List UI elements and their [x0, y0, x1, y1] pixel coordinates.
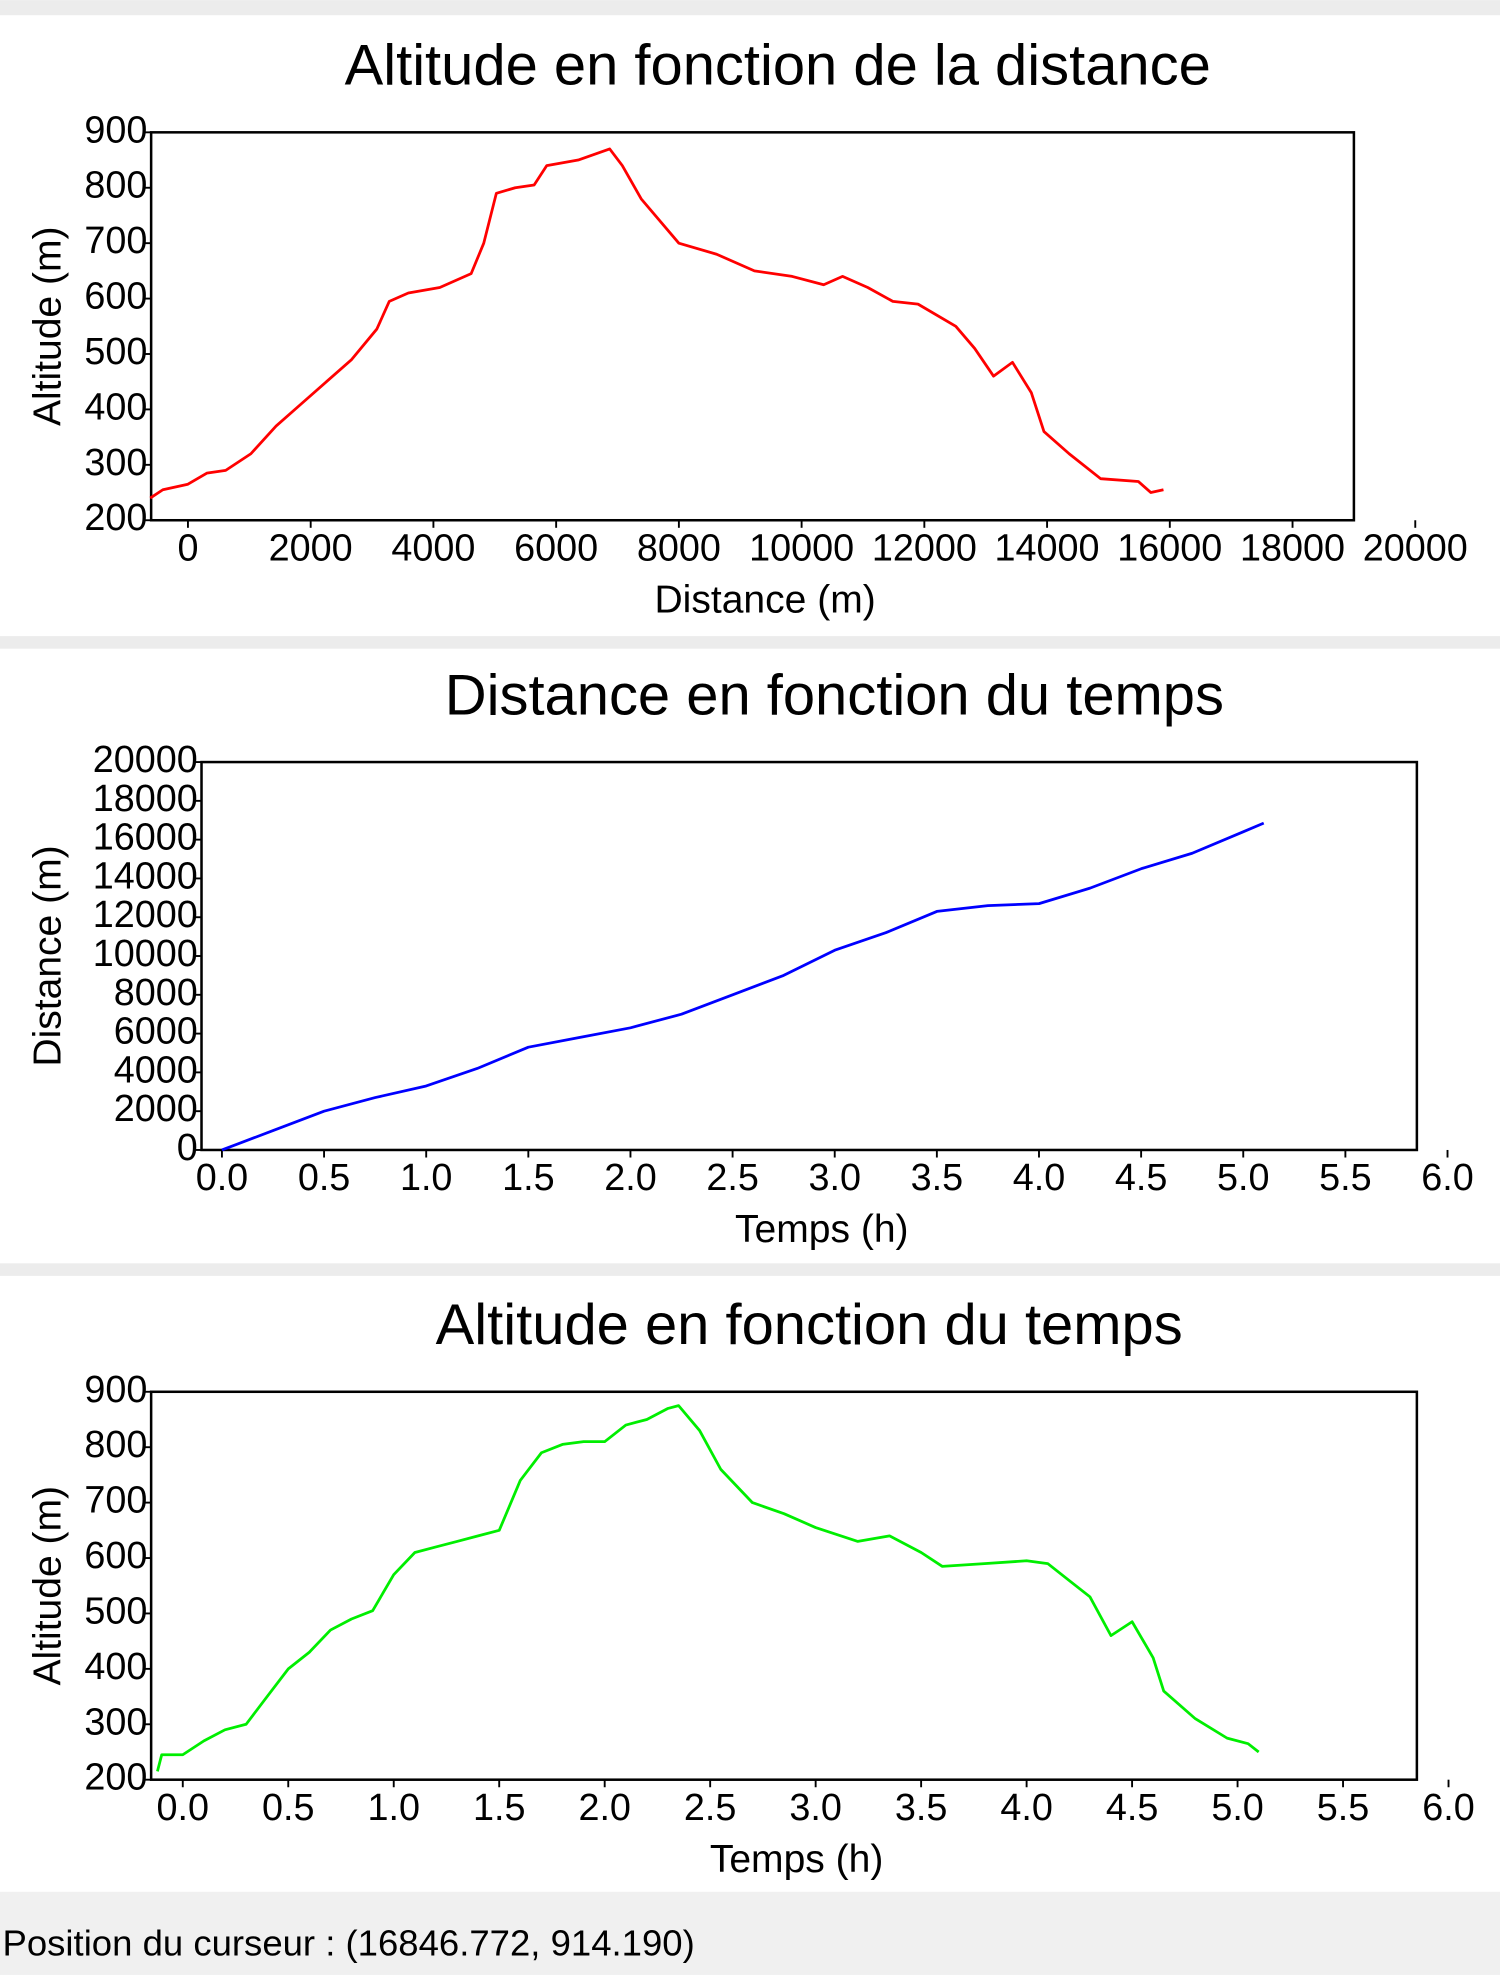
- y-tick-label: 600: [84, 1535, 147, 1577]
- x-tick-label: 3.5: [895, 1787, 947, 1829]
- status-bar: [0, 1891, 1500, 1975]
- y-tick-label: 10000: [93, 933, 198, 975]
- x-axis-label: Temps (h): [710, 1838, 884, 1881]
- y-tick-label: 200: [84, 497, 147, 539]
- plot-frame: [200, 760, 1419, 1152]
- x-tick-label: 4.0: [1013, 1157, 1066, 1199]
- y-tick-label: 8000: [114, 972, 198, 1014]
- y-tick-label: 300: [84, 442, 147, 484]
- chart-title: Altitude en fonction de la distance: [345, 34, 1211, 98]
- x-tick-label: 3.0: [808, 1157, 861, 1199]
- x-tick-label: 4.5: [1106, 1787, 1159, 1829]
- x-tick-label: 1.5: [502, 1157, 555, 1199]
- x-tick-label: 0: [177, 527, 198, 569]
- data-line: [149, 147, 1164, 500]
- x-tick-label: 0.5: [262, 1787, 315, 1829]
- y-tick-label: 400: [84, 1646, 147, 1688]
- x-tick-label: 2.0: [604, 1157, 657, 1199]
- separator: [0, 0, 1500, 16]
- x-tick-label: 3.0: [789, 1787, 842, 1829]
- y-tick-label: 500: [84, 1590, 147, 1632]
- x-tick-label: 1.0: [367, 1787, 420, 1829]
- x-tick-label: 18000: [1240, 527, 1345, 569]
- x-tick-label: 2000: [269, 527, 353, 569]
- chart-title: Altitude en fonction du temps: [436, 1293, 1183, 1357]
- separator: [0, 1263, 1500, 1276]
- y-tick-label: 4000: [114, 1049, 198, 1091]
- x-tick-label: 4.5: [1115, 1157, 1168, 1199]
- status-text: Position du curseur : (16846.772, 914.19…: [3, 1923, 695, 1964]
- x-tick-label: 0.0: [196, 1157, 249, 1199]
- x-tick-label: 5.5: [1319, 1157, 1372, 1199]
- x-tick-label: 20000: [1363, 527, 1468, 569]
- x-tick-label: 5.5: [1317, 1787, 1370, 1829]
- y-tick-label: 2000: [114, 1088, 198, 1130]
- y-tick-label: 600: [84, 276, 147, 318]
- y-tick-label: 800: [84, 1424, 147, 1466]
- y-tick-label: 900: [84, 109, 147, 151]
- y-tick-label: 300: [84, 1701, 147, 1743]
- x-tick-label: 2.5: [684, 1787, 737, 1829]
- y-tick-label: 500: [84, 331, 147, 373]
- y-tick-label: 14000: [93, 855, 198, 897]
- y-tick-label: 700: [84, 220, 147, 262]
- y-tick-label: 700: [84, 1480, 147, 1522]
- y-tick-label: 16000: [93, 817, 198, 859]
- y-tick-label: 900: [84, 1369, 147, 1411]
- y-tick-label: 18000: [93, 778, 198, 820]
- x-tick-label: 3.5: [911, 1157, 964, 1199]
- x-tick-label: 12000: [872, 527, 977, 569]
- y-axis-label: Distance (m): [27, 845, 70, 1066]
- y-tick-label: 400: [84, 386, 147, 428]
- x-tick-label: 6.0: [1421, 1157, 1474, 1199]
- x-tick-label: 1.0: [400, 1157, 453, 1199]
- y-tick-label: 12000: [93, 894, 198, 936]
- data-line: [156, 1404, 1260, 1772]
- x-tick-label: 6.0: [1422, 1787, 1475, 1829]
- x-tick-label: 6000: [514, 527, 598, 569]
- y-tick-label: 800: [84, 165, 147, 207]
- x-tick-label: 8000: [637, 527, 721, 569]
- x-tick-label: 2.5: [706, 1157, 759, 1199]
- x-tick-label: 10000: [749, 527, 854, 569]
- plot-frame: [149, 1390, 1419, 1781]
- x-tick-label: 2.0: [578, 1787, 630, 1829]
- y-axis-label: Altitude (m): [27, 1486, 70, 1686]
- y-tick-label: 6000: [114, 1011, 198, 1053]
- y-tick-label: 200: [84, 1757, 147, 1799]
- chart-title: Distance en fonction du temps: [445, 663, 1224, 727]
- x-tick-label: 0.5: [298, 1157, 351, 1199]
- x-tick-label: 5.0: [1217, 1157, 1270, 1199]
- x-tick-label: 16000: [1117, 527, 1222, 569]
- x-tick-label: 0.0: [157, 1787, 209, 1829]
- plot-frame: [149, 131, 1356, 522]
- y-tick-label: 0: [177, 1127, 198, 1169]
- y-tick-label: 20000: [93, 739, 198, 781]
- x-axis-label: Temps (h): [735, 1208, 909, 1251]
- x-tick-label: 4000: [391, 527, 475, 569]
- y-axis-label: Altitude (m): [27, 227, 70, 427]
- x-axis-label: Distance (m): [655, 578, 876, 621]
- x-tick-label: 1.5: [473, 1787, 525, 1829]
- x-tick-label: 5.0: [1211, 1787, 1264, 1829]
- x-tick-label: 4.0: [1000, 1787, 1052, 1829]
- separator: [0, 636, 1500, 649]
- x-tick-label: 14000: [995, 527, 1100, 569]
- data-line: [221, 821, 1265, 1152]
